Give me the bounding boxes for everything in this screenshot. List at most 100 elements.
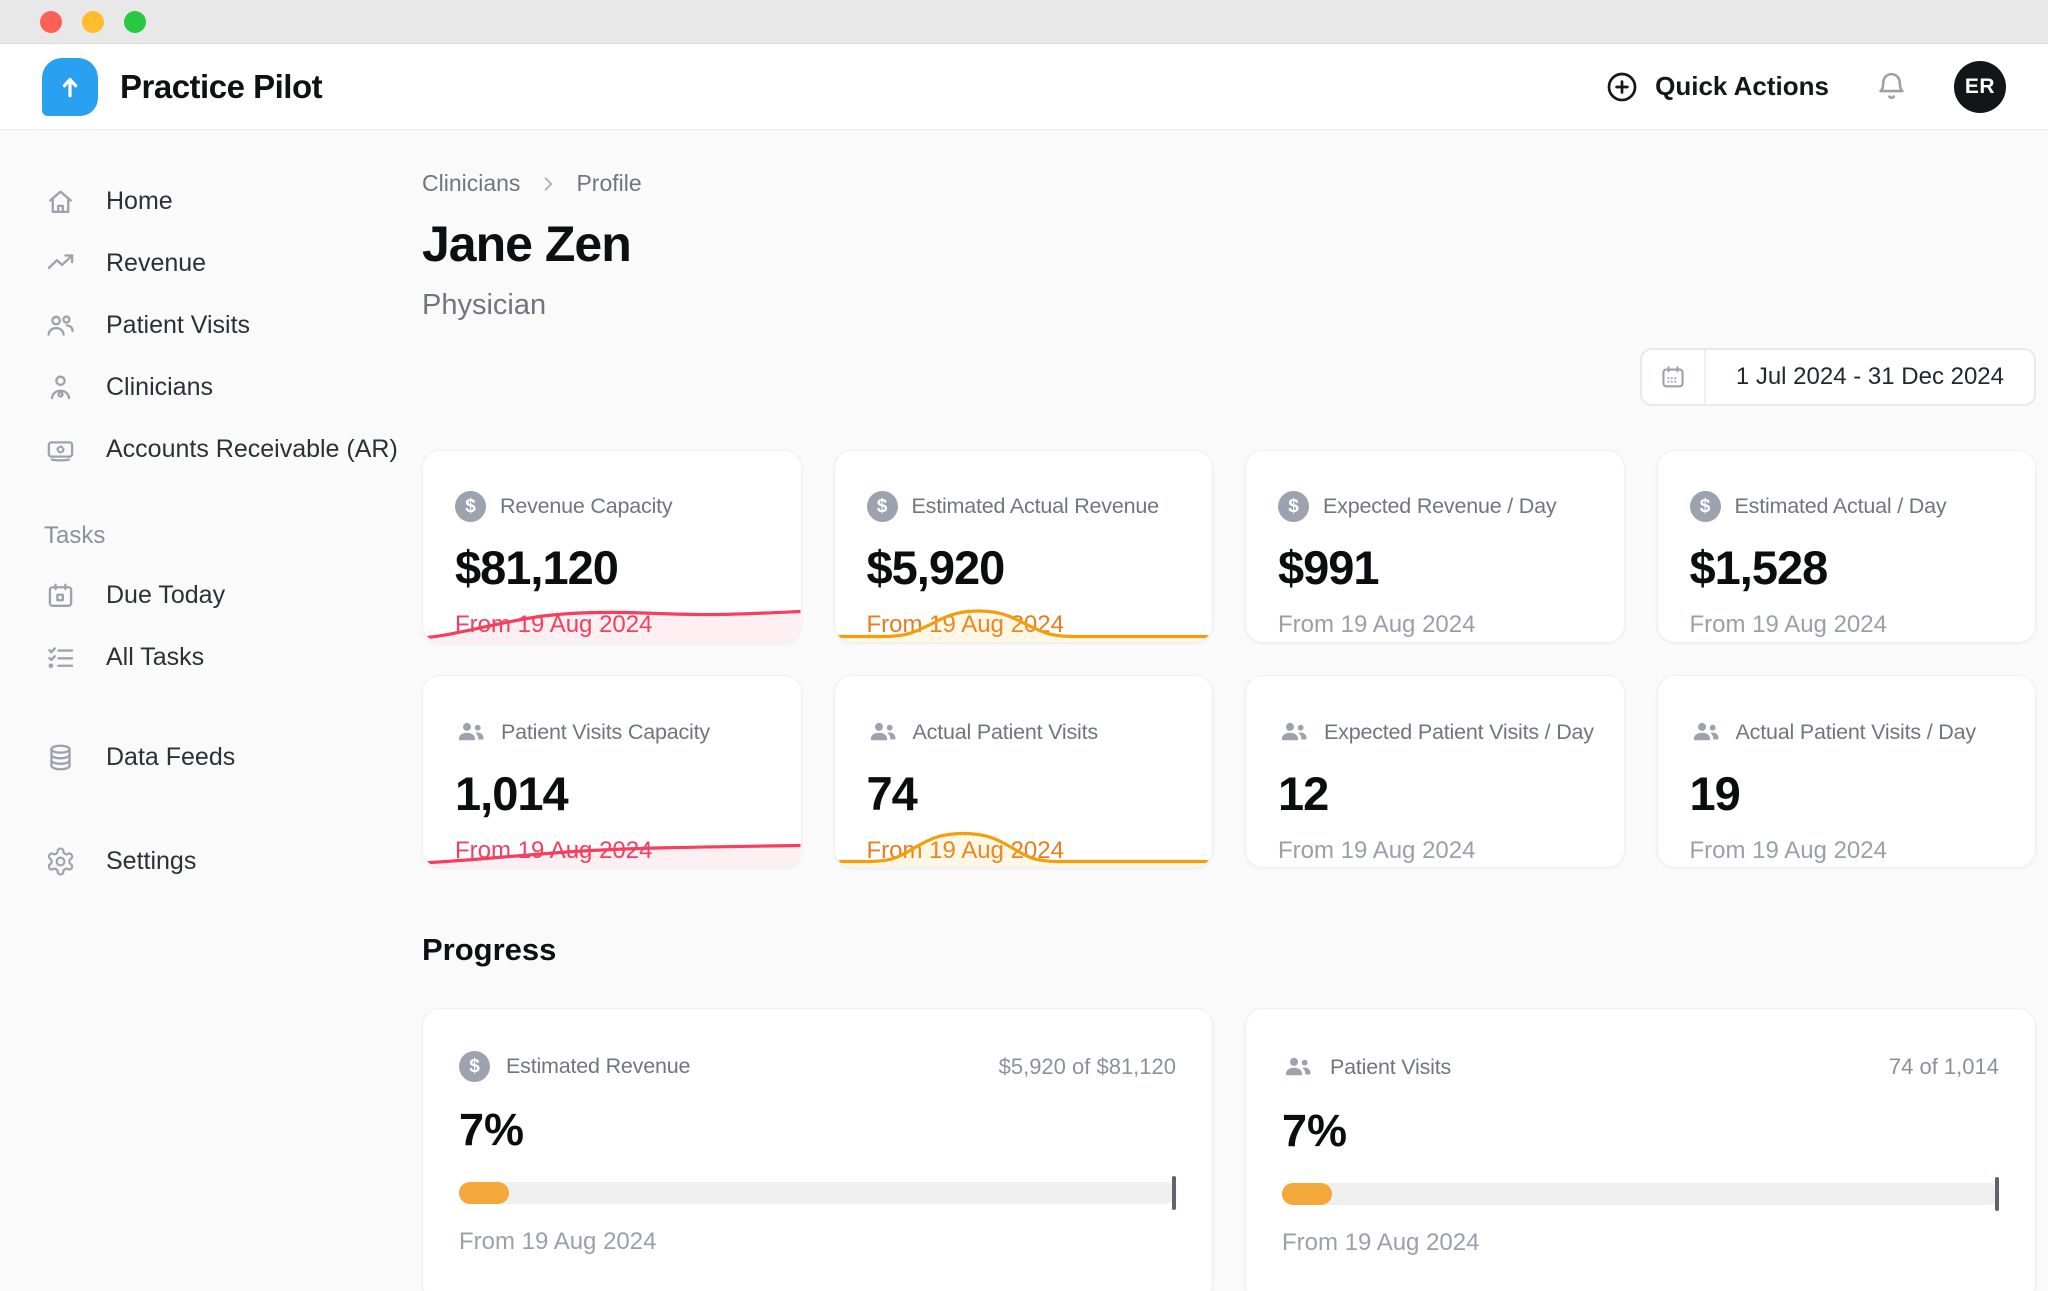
main-content: Clinicians Profile Jane Zen Physician 1 … xyxy=(420,130,2048,1291)
dollar-circle-icon xyxy=(1278,491,1309,522)
stat-label: Patient Visits Capacity xyxy=(501,719,710,744)
date-range-value: 1 Jul 2024 - 31 Dec 2024 xyxy=(1735,363,2004,390)
sidebar-item-label: Clinicians xyxy=(106,372,213,401)
progress-track xyxy=(459,1176,1176,1210)
sidebar-item-label: Accounts Receivable (AR) xyxy=(106,434,398,463)
sidebar-item-label: Revenue xyxy=(106,248,207,277)
dollar-circle-icon xyxy=(455,491,486,522)
stat-card-revenue-capacity: Revenue Capacity $81,120 From 19 Aug 202… xyxy=(422,450,802,643)
sidebar-item-label: Settings xyxy=(106,846,197,875)
stat-value: $991 xyxy=(1278,541,1380,594)
progress-label: Estimated Revenue xyxy=(506,1054,691,1078)
stat-from-date: From 19 Aug 2024 xyxy=(867,611,1181,639)
sidebar-item-data-feeds[interactable]: Data Feeds xyxy=(44,726,420,788)
users-solid-icon xyxy=(455,716,487,748)
progress-section-title: Progress xyxy=(422,932,557,967)
sparkline-bump xyxy=(834,596,1212,642)
stat-card-patient-visits-capacity: Patient Visits Capacity 1,014 From 19 Au… xyxy=(422,675,802,868)
stat-value: 1,014 xyxy=(455,767,569,820)
sidebar-item-label: Patient Visits xyxy=(106,310,251,339)
progress-label: Patient Visits xyxy=(1330,1054,1452,1079)
sidebar-item-label: Due Today xyxy=(106,580,226,609)
sidebar-section-tasks: Tasks xyxy=(44,522,106,549)
quick-actions-button[interactable]: Quick Actions xyxy=(1605,70,1829,104)
progress-card-patient-visits: Patient Visits 74 of 1,014 7% From 19 Au… xyxy=(1245,1008,2036,1291)
sparkline-rising xyxy=(423,596,801,642)
stat-card-expected-revenue-day: Expected Revenue / Day $991 From 19 Aug … xyxy=(1245,450,1625,643)
target-marker xyxy=(1172,1176,1176,1210)
stat-from-date: From 19 Aug 2024 xyxy=(1689,611,1887,638)
stat-label: Expected Patient Visits / Day xyxy=(1324,719,1594,744)
sidebar-item-due-today[interactable]: Due Today xyxy=(44,564,420,626)
user-avatar[interactable]: ER xyxy=(1954,60,2006,113)
header-actions: Quick Actions ER xyxy=(1605,60,2006,113)
sidebar-item-settings[interactable]: Settings xyxy=(44,830,420,892)
sidebar-item-clinicians[interactable]: Clinicians xyxy=(44,356,420,418)
calendar-icon xyxy=(44,580,76,611)
stat-label: Revenue Capacity xyxy=(500,494,673,518)
dollar-circle-icon xyxy=(866,491,898,522)
progress-fraction: $5,920 of $81,120 xyxy=(998,1053,1176,1079)
app-title: Practice Pilot xyxy=(120,67,323,105)
sparkline-bump xyxy=(834,821,1212,867)
progress-track xyxy=(1282,1177,1999,1211)
dollar-circle-icon xyxy=(459,1051,490,1082)
sidebar-item-accounts-receivable[interactable]: Accounts Receivable (AR) xyxy=(44,418,420,480)
calendar-icon xyxy=(1642,350,1706,404)
progress-fraction: 74 of 1,014 xyxy=(1888,1054,1999,1079)
stat-from-date: From 19 Aug 2024 xyxy=(1278,837,1476,864)
close-window-button[interactable] xyxy=(40,10,62,33)
stat-card-estimated-actual-day: Estimated Actual / Day $1,528 From 19 Au… xyxy=(1656,450,2036,643)
stat-value: $1,528 xyxy=(1689,541,1829,594)
sparkline-rising xyxy=(423,821,801,867)
stat-card-expected-patient-visits-day: Expected Patient Visits / Day 12 From 19… xyxy=(1245,675,1625,868)
dollar-circle-icon xyxy=(1689,491,1721,522)
users-solid-icon xyxy=(1690,716,1722,748)
stat-card-estimated-actual-revenue: Estimated Actual Revenue $5,920 From 19 … xyxy=(833,450,1213,643)
progress-percent: 7% xyxy=(1282,1105,1348,1156)
notifications-button[interactable] xyxy=(1875,70,1908,103)
progress-from-date: From 19 Aug 2024 xyxy=(459,1228,657,1255)
sidebar-item-home[interactable]: Home xyxy=(44,170,420,232)
stat-label: Estimated Actual Revenue xyxy=(911,494,1160,518)
progress-grid: Estimated Revenue $5,920 of $81,120 7% F… xyxy=(422,1008,2036,1291)
page-title: Jane Zen xyxy=(422,216,632,272)
users-solid-icon xyxy=(1282,1051,1314,1083)
breadcrumb-clinicians[interactable]: Clinicians xyxy=(422,170,521,196)
sidebar-item-all-tasks[interactable]: All Tasks xyxy=(44,626,420,688)
profile-role: Physician xyxy=(422,289,547,321)
progress-card-estimated-revenue: Estimated Revenue $5,920 of $81,120 7% F… xyxy=(422,1008,1213,1291)
stat-value: $5,920 xyxy=(866,541,1006,594)
users-solid-icon xyxy=(1278,716,1310,748)
stat-value: 19 xyxy=(1689,767,1741,820)
stat-label: Actual Patient Visits xyxy=(912,719,1099,744)
banknote-icon xyxy=(44,434,76,465)
sidebar-item-label: All Tasks xyxy=(106,642,205,671)
date-range-picker[interactable]: 1 Jul 2024 - 31 Dec 2024 xyxy=(1639,348,2036,406)
gear-icon xyxy=(44,846,76,877)
stat-value: 74 xyxy=(866,767,918,820)
chevron-right-icon xyxy=(538,174,558,194)
stat-label: Actual Patient Visits / Day xyxy=(1735,719,1977,744)
sidebar-item-label: Home xyxy=(106,186,173,215)
stat-from-date: From 19 Aug 2024 xyxy=(1689,837,1887,864)
checklist-icon xyxy=(44,642,76,673)
breadcrumb: Clinicians Profile xyxy=(422,170,2036,197)
stat-value: 12 xyxy=(1278,767,1329,820)
sidebar-item-revenue[interactable]: Revenue xyxy=(44,232,420,294)
breadcrumb-profile[interactable]: Profile xyxy=(576,170,642,196)
sidebar-item-patient-visits[interactable]: Patient Visits xyxy=(44,294,420,356)
progress-from-date: From 19 Aug 2024 xyxy=(1282,1229,1480,1256)
quick-actions-label: Quick Actions xyxy=(1655,71,1829,101)
clinician-icon xyxy=(44,372,76,403)
progress-percent: 7% xyxy=(459,1104,525,1155)
progress-fill xyxy=(1282,1183,1333,1205)
database-icon xyxy=(44,742,76,773)
home-icon xyxy=(44,186,76,217)
progress-fill xyxy=(459,1182,510,1204)
zoom-window-button[interactable] xyxy=(124,10,146,33)
target-marker xyxy=(1995,1177,1999,1211)
plus-circle-icon xyxy=(1605,70,1639,104)
window-titlebar xyxy=(0,0,2048,44)
minimize-window-button[interactable] xyxy=(82,10,104,33)
